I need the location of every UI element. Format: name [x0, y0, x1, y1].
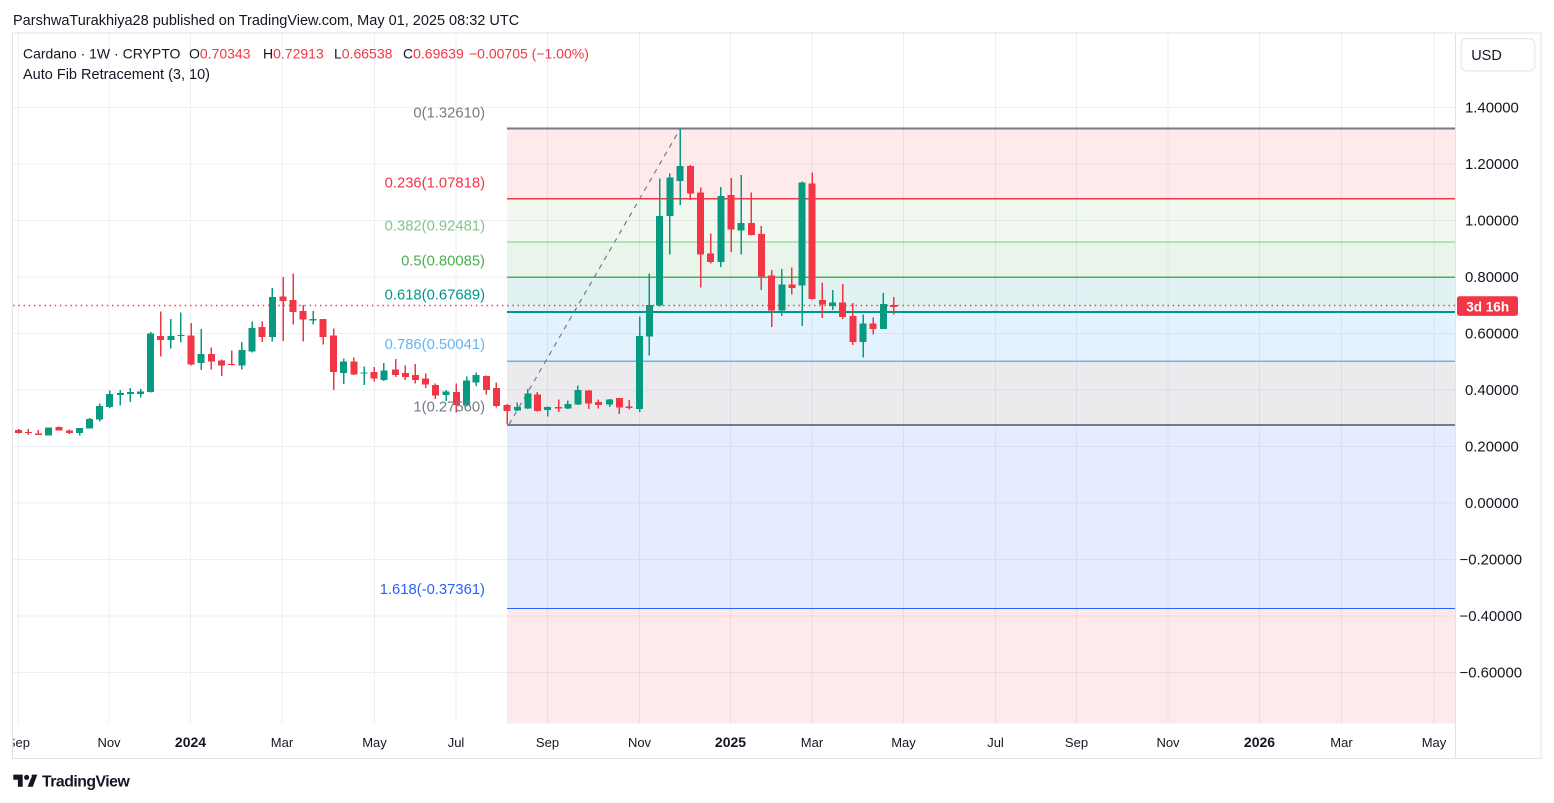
svg-text:0.80000: 0.80000	[1465, 270, 1519, 286]
svg-text:H0.72913: H0.72913	[263, 46, 324, 62]
svg-text:Jul: Jul	[448, 735, 465, 750]
svg-text:1.20000: 1.20000	[1465, 157, 1519, 173]
svg-text:1.40000: 1.40000	[1465, 100, 1519, 116]
svg-text:2024: 2024	[175, 734, 206, 750]
svg-text:TradingView: TradingView	[42, 774, 130, 791]
svg-text:Mar: Mar	[271, 735, 294, 750]
svg-text:ParshwaTurakhiya28 published o: ParshwaTurakhiya28 published on TradingV…	[13, 13, 519, 29]
svg-text:0.00000: 0.00000	[1465, 496, 1519, 512]
svg-text:Nov: Nov	[97, 735, 121, 750]
svg-text:Mar: Mar	[801, 735, 824, 750]
svg-text:2026: 2026	[1244, 734, 1275, 750]
svg-text:0.236(1.07818): 0.236(1.07818)	[385, 176, 485, 192]
svg-text:0.618(0.67689): 0.618(0.67689)	[385, 288, 485, 304]
svg-text:Nov: Nov	[628, 735, 652, 750]
svg-text:C0.69639: C0.69639	[403, 46, 464, 62]
svg-text:May: May	[891, 735, 916, 750]
svg-text:1(0.27560): 1(0.27560)	[413, 400, 485, 416]
svg-text:May: May	[1422, 735, 1447, 750]
svg-text:Cardano · 1W · CRYPTO: Cardano · 1W · CRYPTO	[23, 46, 181, 62]
svg-text:0(1.32610): 0(1.32610)	[413, 106, 485, 122]
svg-text:Sep: Sep	[7, 735, 30, 750]
svg-text:Mar: Mar	[1330, 735, 1353, 750]
svg-text:O0.70343: O0.70343	[189, 46, 251, 62]
svg-text:2025: 2025	[715, 734, 746, 750]
svg-text:Sep: Sep	[1065, 735, 1088, 750]
svg-text:0.5(0.80085): 0.5(0.80085)	[401, 254, 485, 270]
svg-text:L0.66538: L0.66538	[334, 46, 393, 62]
svg-text:−0.40000: −0.40000	[1460, 609, 1523, 625]
svg-text:Nov: Nov	[1156, 735, 1180, 750]
svg-text:0.40000: 0.40000	[1465, 383, 1519, 399]
svg-text:−0.20000: −0.20000	[1460, 552, 1523, 568]
svg-text:1.00000: 1.00000	[1465, 213, 1519, 229]
svg-text:1.618(-0.37361): 1.618(-0.37361)	[380, 582, 485, 598]
svg-text:−0.00705 (−1.00%): −0.00705 (−1.00%)	[469, 46, 589, 62]
svg-text:Auto Fib Retracement (3, 10): Auto Fib Retracement (3, 10)	[23, 67, 210, 83]
svg-text:Sep: Sep	[536, 735, 559, 750]
svg-text:0.20000: 0.20000	[1465, 439, 1519, 455]
svg-text:USD: USD	[1471, 48, 1502, 64]
svg-text:0.786(0.50041): 0.786(0.50041)	[385, 337, 485, 353]
svg-text:May: May	[362, 735, 387, 750]
svg-text:0.60000: 0.60000	[1465, 326, 1519, 342]
svg-text:−0.60000: −0.60000	[1460, 665, 1523, 681]
svg-text:Jul: Jul	[987, 735, 1004, 750]
svg-text:3d 16h: 3d 16h	[1466, 299, 1509, 314]
svg-text:0.382(0.92481): 0.382(0.92481)	[385, 219, 485, 235]
